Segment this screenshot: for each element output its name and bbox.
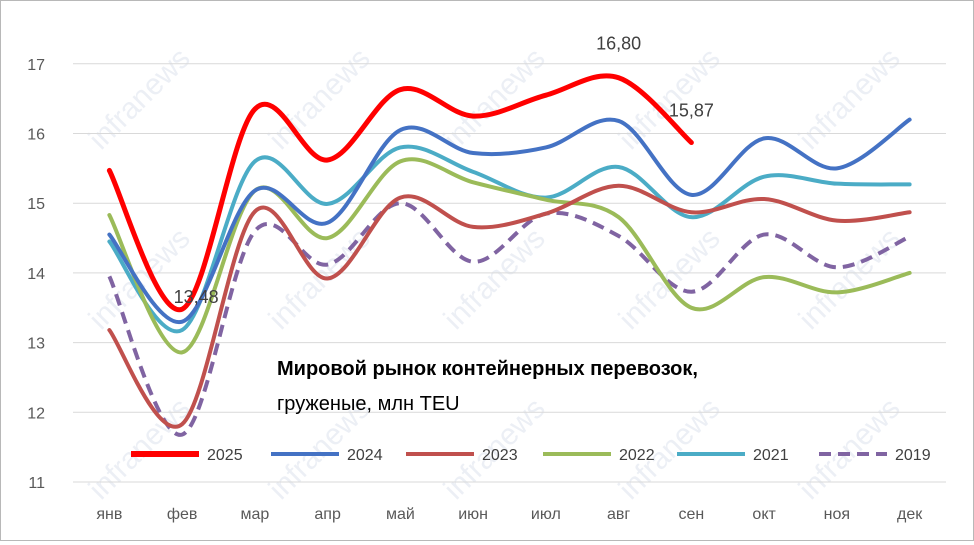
x-tick-label: авг <box>607 506 630 523</box>
series-line-2019 <box>107 201 911 437</box>
chart-title-block: Мировой рынок контейнерных перевозок, гр… <box>277 358 698 415</box>
legend: 2025 2024 2023 2022 2021 2019 <box>131 447 931 464</box>
legend-label-2019: 2019 <box>895 447 931 464</box>
legend-label-2023: 2023 <box>482 447 518 464</box>
watermark-text: infranews <box>263 42 377 156</box>
series-lines <box>106 73 912 437</box>
chart-title: Мировой рынок контейнерных перевозок, <box>277 358 698 380</box>
watermark-text: infranews <box>83 222 197 336</box>
watermark-text: infranews <box>83 42 197 156</box>
legend-label-2021: 2021 <box>753 447 789 464</box>
watermark-text: infranews <box>83 392 197 506</box>
y-tick-label: 15 <box>27 196 45 213</box>
watermark-text: infranews <box>438 222 552 336</box>
x-tick-label: фев <box>167 506 198 523</box>
y-tick-label: 13 <box>27 336 45 353</box>
data-labels: 13,48 16,80 15,87 <box>174 34 714 307</box>
x-tick-label: июн <box>458 506 488 523</box>
x-tick-label: июл <box>531 506 561 523</box>
data-label: 16,80 <box>596 34 641 54</box>
series-line-2025 <box>106 73 694 312</box>
x-axis: янв фев мар апр май июн июл авг сен окт ноя дек <box>96 506 923 523</box>
y-axis: 11 12 13 14 15 16 17 <box>27 57 45 492</box>
series-line-2023 <box>107 183 912 429</box>
x-tick-label: окт <box>752 506 776 523</box>
data-label: 13,48 <box>174 287 219 307</box>
x-tick-label: апр <box>314 506 341 523</box>
y-tick-label: 17 <box>27 57 45 74</box>
x-tick-label: сен <box>679 506 705 523</box>
legend-label-2025: 2025 <box>207 447 243 464</box>
watermark-text: infranews <box>613 42 727 156</box>
series-line-2021 <box>107 144 912 334</box>
x-tick-label: май <box>386 506 415 523</box>
data-label: 15,87 <box>669 101 714 121</box>
y-tick-label: 12 <box>27 405 45 422</box>
y-tick-label: 11 <box>28 475 45 492</box>
series-line-2024 <box>107 117 912 324</box>
watermark-text: infranews <box>793 392 907 506</box>
x-tick-label: ноя <box>824 506 850 523</box>
watermark-text: infranews <box>613 222 727 336</box>
y-tick-label: 16 <box>27 127 45 144</box>
series-line-2022 <box>107 157 912 355</box>
legend-label-2022: 2022 <box>619 447 655 464</box>
x-tick-label: мар <box>240 506 269 523</box>
x-tick-label: янв <box>96 506 122 523</box>
chart-subtitle: груженые, млн TEU <box>277 393 460 415</box>
y-tick-label: 14 <box>27 266 45 283</box>
legend-label-2024: 2024 <box>347 447 383 464</box>
x-tick-label: дек <box>897 506 923 523</box>
watermark-text: infranews <box>793 42 907 156</box>
